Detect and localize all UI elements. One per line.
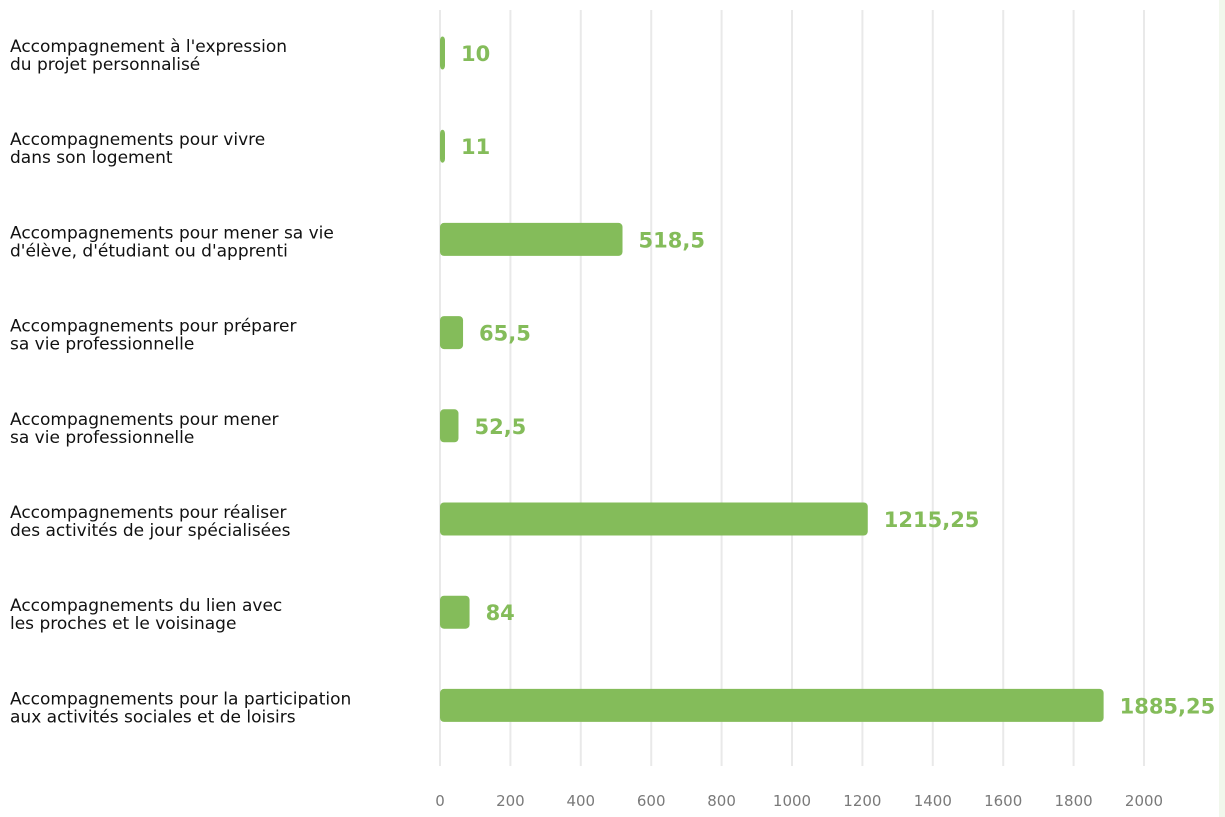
x-tick-label: 1400 — [914, 792, 952, 810]
x-tick-label: 1600 — [984, 792, 1022, 810]
bar — [440, 595, 470, 629]
category-labels: Accompagnement à l'expression du projet p… — [10, 37, 351, 727]
bar — [440, 688, 1104, 722]
bar-value-label: 84 — [486, 601, 515, 625]
bar-value-label: 11 — [461, 135, 490, 159]
bar-value-label: 1885,25 — [1120, 694, 1216, 718]
x-tick-label: 1200 — [843, 792, 881, 810]
bar — [440, 129, 445, 163]
bar-value-label: 65,5 — [479, 322, 531, 346]
bar-value-label: 52,5 — [474, 415, 526, 439]
bar — [440, 222, 623, 256]
x-tick-label: 1000 — [773, 792, 811, 810]
x-tick-label: 400 — [566, 792, 595, 810]
category-label-line: Accompagnements pour réaliser — [10, 503, 287, 523]
x-tick-label: 0 — [435, 792, 445, 810]
category-label-line: d'élève, d'étudiant ou d'apprenti — [10, 241, 288, 261]
category-label-line: Accompagnements du lien avec — [10, 596, 282, 616]
bar — [440, 316, 464, 350]
category-label-line: des activités de jour spécialisées — [10, 521, 291, 541]
gridlines — [439, 10, 1145, 766]
x-axis-tick-labels: 0 200 400 600 800 1000 1200 1400 1600 1800 2000 — [435, 792, 1163, 810]
category-label-line: Accompagnements pour mener sa vie — [10, 223, 334, 243]
bar-value-label: 10 — [461, 42, 490, 66]
category-label: Accompagnements pour mener sa vie profess… — [10, 410, 279, 448]
category-label-line: sa vie professionnelle — [10, 428, 194, 448]
value-labels: 10 11 518,5 65,5 52,5 1215,25 84 1885,25 — [461, 42, 1215, 718]
category-label-line: aux activités sociales et de loisirs — [10, 707, 296, 727]
right-edge-strip — [1219, 0, 1225, 817]
x-tick-label: 600 — [637, 792, 666, 810]
category-label-line: Accompagnements pour mener — [10, 410, 279, 430]
x-tick-label: 800 — [707, 792, 736, 810]
category-label: Accompagnements pour la participation aux… — [10, 689, 351, 727]
x-tick-label: 200 — [496, 792, 525, 810]
category-label-line: du projet personnalisé — [10, 55, 200, 75]
category-label-line: Accompagnements pour préparer — [10, 317, 296, 337]
bar — [440, 409, 459, 443]
category-label: Accompagnements pour réaliser des activit… — [10, 503, 291, 541]
category-label: Accompagnements du lien avec les proches … — [10, 596, 282, 634]
category-label: Accompagnements pour vivre dans son logem… — [10, 130, 265, 168]
category-label: Accompagnements pour préparer sa vie prof… — [10, 317, 296, 355]
x-tick-label: 2000 — [1125, 792, 1163, 810]
bars — [440, 36, 1104, 722]
bar — [440, 36, 445, 70]
category-label-line: Accompagnements pour vivre — [10, 130, 265, 150]
bar-value-label: 1215,25 — [884, 508, 980, 532]
category-label-line: les proches et le voisinage — [10, 614, 236, 634]
category-label: Accompagnement à l'expression du projet p… — [10, 37, 287, 75]
bar-value-label: 518,5 — [639, 228, 705, 252]
category-label-line: Accompagnement à l'expression — [10, 37, 287, 57]
x-tick-label: 1800 — [1055, 792, 1093, 810]
category-label: Accompagnements pour mener sa vie d'élève… — [10, 223, 334, 261]
category-label-line: sa vie professionnelle — [10, 335, 194, 355]
bar — [440, 502, 868, 536]
category-label-line: Accompagnements pour la participation — [10, 689, 351, 709]
category-label-line: dans son logement — [10, 148, 173, 168]
